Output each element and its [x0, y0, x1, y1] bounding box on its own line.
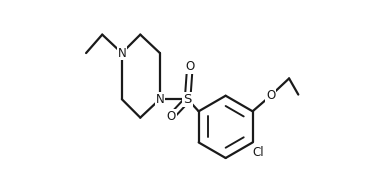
Text: O: O: [185, 60, 194, 73]
Text: S: S: [183, 93, 192, 106]
Text: O: O: [167, 110, 176, 123]
Text: N: N: [156, 93, 164, 106]
Text: Cl: Cl: [252, 146, 264, 159]
Text: N: N: [117, 47, 126, 60]
Text: O: O: [266, 89, 275, 102]
